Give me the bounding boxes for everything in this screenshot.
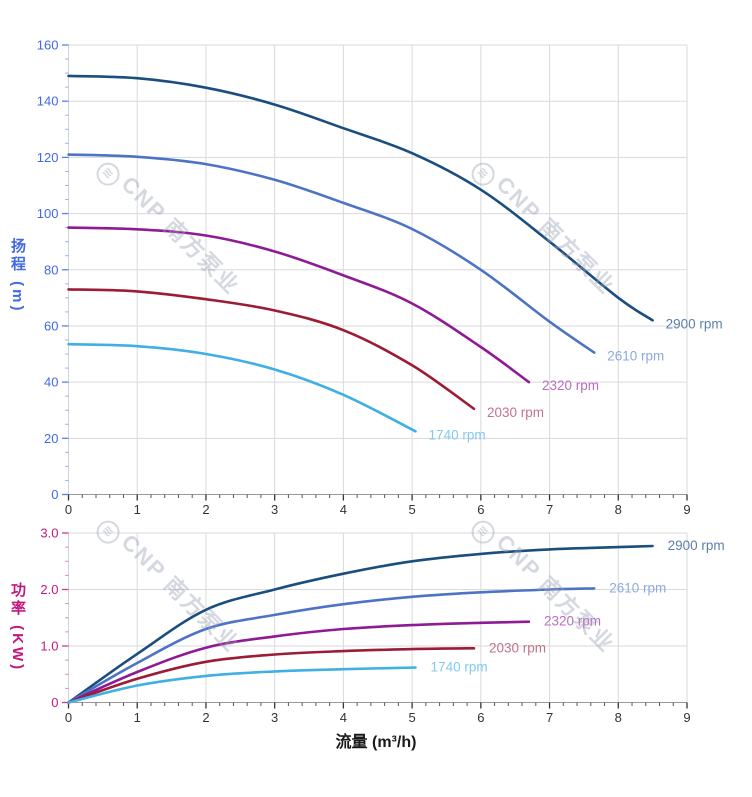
curve-1740-rpm	[67, 666, 417, 704]
y-tick-label: 1.0	[40, 639, 58, 654]
curve-label-2320-rpm: 2320 rpm	[542, 378, 599, 393]
y-tick-label: 3.0	[40, 526, 58, 541]
curve-2320-rpm	[67, 620, 531, 704]
y-tick-label: 140	[37, 94, 59, 109]
x-tick-label: 0	[65, 502, 72, 517]
curve-2030-rpm	[67, 647, 476, 704]
x-tick-label: 4	[340, 710, 347, 725]
y-tick-label: 20	[44, 431, 58, 446]
x-tick-label: 9	[683, 502, 690, 517]
x-tick-label: 5	[408, 710, 415, 725]
curve-label-2030-rpm: 2030 rpm	[487, 405, 544, 420]
x-tick-label: 2	[202, 502, 209, 517]
head-axis-title: 扬程 (m)	[9, 238, 26, 314]
curve-2900-rpm	[67, 74, 654, 322]
x-tick-label: 3	[271, 502, 278, 517]
curve-label-2610-rpm: 2610 rpm	[609, 580, 666, 595]
x-tick-label: 1	[134, 710, 141, 725]
y-tick-label: 40	[44, 375, 58, 390]
y-tick-label: 160	[37, 38, 59, 53]
curve-2030-rpm	[67, 288, 476, 411]
y-tick-label: 80	[44, 262, 58, 277]
power-axis-title: 功率 (KW)	[9, 582, 26, 673]
x-tick-label: 8	[615, 710, 622, 725]
x-tick-label: 5	[408, 502, 415, 517]
y-tick-label: 0	[51, 695, 58, 710]
x-tick-label: 0	[65, 710, 72, 725]
x-tick-label: 6	[477, 710, 484, 725]
curve-label-2030-rpm: 2030 rpm	[489, 640, 546, 655]
y-tick-label: 0	[51, 487, 58, 502]
curve-label-2320-rpm: 2320 rpm	[544, 614, 601, 629]
x-tick-label: 6	[477, 502, 484, 517]
y-tick-label: 2.0	[40, 582, 58, 597]
curve-label-1740-rpm: 1740 rpm	[431, 659, 488, 674]
x-tick-label: 7	[546, 710, 553, 725]
curve-2610-rpm	[67, 153, 596, 354]
x-tick-label: 9	[683, 710, 690, 725]
x-tick-label: 3	[271, 710, 278, 725]
curve-2320-rpm	[67, 226, 531, 384]
curve-2610-rpm	[67, 587, 596, 704]
curve-label-2900-rpm: 2900 rpm	[666, 316, 723, 331]
curve-1740-rpm	[67, 342, 417, 433]
x-tick-label: 4	[340, 502, 347, 517]
curve-label-2900-rpm: 2900 rpm	[668, 538, 725, 553]
flow-axis-title: 流量 (m³/h)	[335, 734, 417, 751]
curve-label-1740-rpm: 1740 rpm	[429, 427, 486, 442]
x-tick-label: 7	[546, 502, 553, 517]
x-tick-label: 8	[615, 502, 622, 517]
x-tick-label: 1	[134, 502, 141, 517]
x-tick-label: 2	[202, 710, 209, 725]
curve-label-2610-rpm: 2610 rpm	[607, 349, 664, 364]
y-tick-label: 100	[37, 206, 59, 221]
curve-2900-rpm	[67, 544, 654, 704]
y-tick-label: 120	[37, 150, 59, 165]
y-tick-label: 60	[44, 318, 58, 333]
